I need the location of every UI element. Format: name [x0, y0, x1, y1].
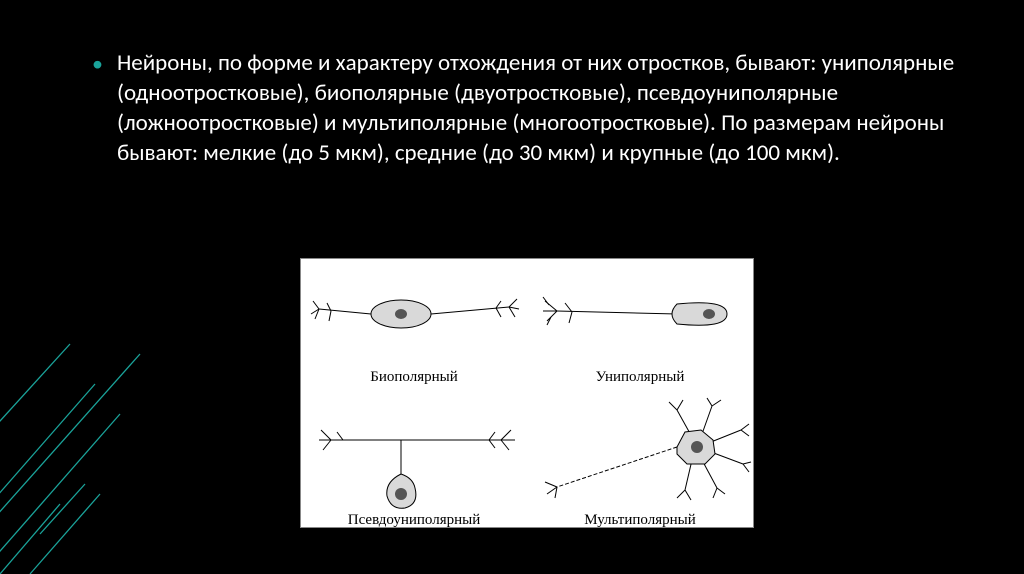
neuron-multipolar-svg	[527, 392, 753, 512]
neuron-cell-bipolar: Биополярный	[301, 259, 527, 392]
neuron-grid: Биополярный	[301, 259, 753, 527]
neuron-pseudounipolar-svg	[301, 392, 527, 512]
neuron-bipolar-label: Биополярный	[370, 369, 458, 386]
neuron-figure: Биополярный	[300, 258, 754, 528]
bullet-text: Нейроны, по форме и характеру отхождения…	[117, 48, 962, 168]
content-area: • Нейроны, по форме и характеру отхожден…	[92, 48, 962, 168]
neuron-bipolar-svg	[301, 259, 527, 369]
corner-decoration	[0, 154, 180, 574]
neuron-cell-pseudounipolar: Псевдоуниполярный	[301, 392, 527, 535]
neuron-multipolar-label: Мультиполярный	[584, 512, 696, 529]
neuron-cell-multipolar: Мультиполярный	[527, 392, 753, 535]
bullet-item: • Нейроны, по форме и характеру отхожден…	[92, 48, 962, 168]
neuron-cell-unipolar: Униполярный	[527, 259, 753, 392]
neuron-pseudounipolar-label: Псевдоуниполярный	[348, 512, 481, 529]
neuron-unipolar-svg	[527, 259, 753, 369]
bullet-dot-icon: •	[92, 48, 103, 80]
neuron-unipolar-label: Униполярный	[596, 369, 685, 386]
slide: • Нейроны, по форме и характеру отхожден…	[0, 0, 1024, 574]
